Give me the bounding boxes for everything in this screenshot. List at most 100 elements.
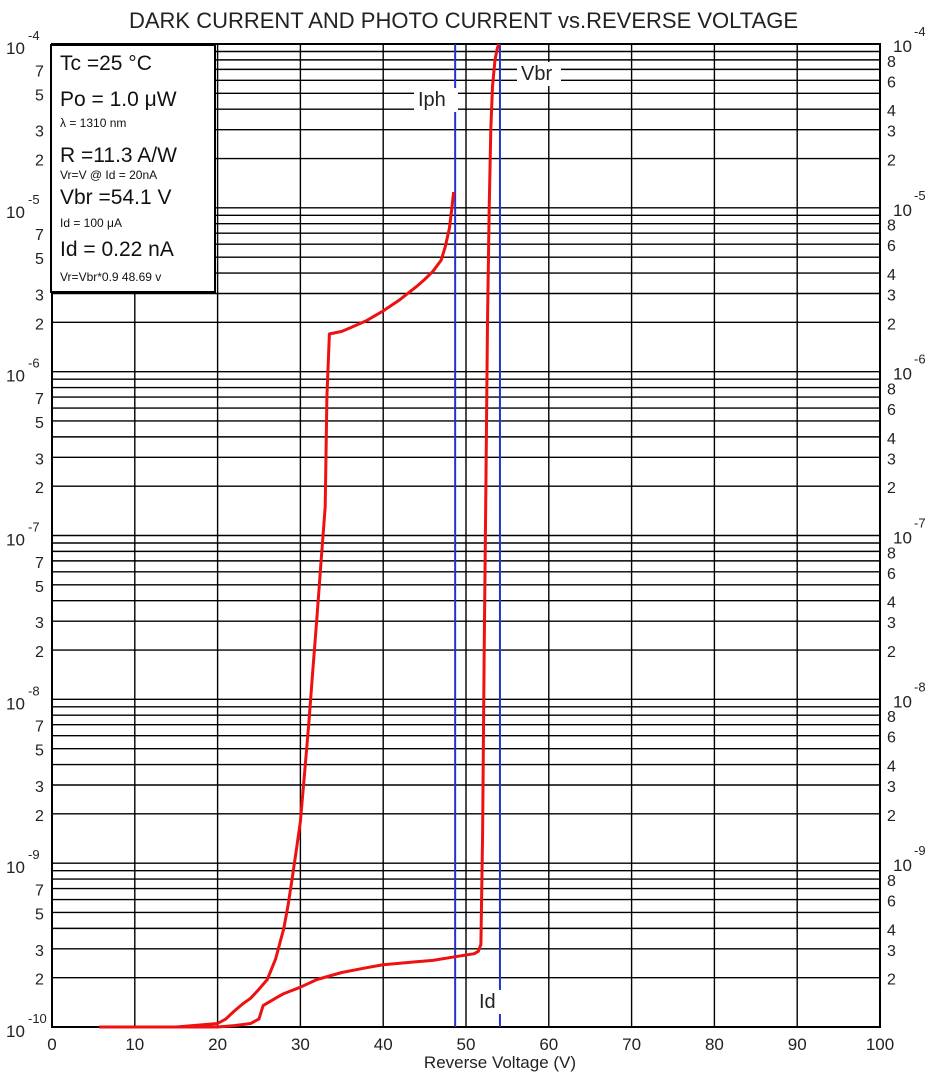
y-tick-exponent: -9	[28, 847, 40, 862]
y-right-tick-exponent: -6	[914, 352, 926, 367]
id-value: Id = 0.22 nA	[60, 238, 174, 261]
y-minor-label: 7	[35, 227, 44, 244]
y-right-minor-label: 4	[887, 103, 896, 120]
x-tick-label: 10	[125, 1035, 144, 1054]
lambda-value: λ = 1310 nm	[60, 116, 127, 130]
y-right-minor-label: 2	[887, 480, 896, 497]
y-right-minor-label: 3	[887, 615, 896, 632]
y-right-minor-label: 2	[887, 153, 896, 170]
y-minor-label: 7	[35, 63, 44, 80]
y-right-tick-exponent: -9	[914, 843, 926, 858]
y-right-minor-label: 6	[887, 894, 896, 911]
y-minor-label: 3	[35, 615, 44, 632]
id-condition: Vr=Vbr*0.9 48.69 v	[60, 270, 162, 284]
y-minor-label: 5	[35, 415, 44, 432]
y-minor-label: 5	[35, 906, 44, 923]
y-tick-label: 10	[6, 203, 25, 222]
y-right-minor-label: 4	[887, 922, 896, 939]
y-right-minor-label: 4	[887, 595, 896, 612]
y-tick-label: 10	[6, 1022, 25, 1041]
x-tick-label: 30	[291, 1035, 310, 1054]
marker-lines	[454, 44, 501, 1027]
x-axis-label: Reverse Voltage (V)	[423, 1053, 577, 1072]
y-tick-exponent: -6	[28, 356, 40, 371]
y-right-minor-label: 8	[887, 218, 896, 235]
x-tick-label: 50	[457, 1035, 476, 1054]
y-right-minor-label: 2	[887, 316, 896, 333]
x-tick-label: 60	[539, 1035, 558, 1054]
y-right-minor-label: 6	[887, 730, 896, 747]
y-right-tick-exponent: -5	[914, 188, 926, 203]
marker-label-vbr-bg	[517, 62, 561, 86]
x-tick-label: 0	[47, 1035, 56, 1054]
y-right-minor-label: 4	[887, 431, 896, 448]
marker-label-vbr: Vbr	[521, 63, 552, 85]
y-right-minor-label: 8	[887, 709, 896, 726]
series-label-id-bg	[475, 990, 507, 1014]
y-tick-label: 10	[6, 858, 25, 877]
po-value: Po = 1.0 μW	[60, 88, 177, 111]
responsivity-condition: Vr=V @ Id = 20nA	[60, 168, 158, 182]
chart-title: DARK CURRENT AND PHOTO CURRENT vs.REVERS…	[128, 8, 799, 33]
y-right-minor-label: 2	[887, 972, 896, 989]
y-minor-label: 7	[35, 555, 44, 572]
y-minor-label: 2	[35, 972, 44, 989]
y-minor-label: 2	[35, 644, 44, 661]
x-tick-label: 90	[788, 1035, 807, 1054]
y-minor-label: 3	[35, 124, 44, 141]
y-minor-label: 3	[35, 779, 44, 796]
series-label-iph-bg	[414, 88, 458, 112]
plot-frame	[51, 43, 881, 1028]
x-tick-label: 40	[374, 1035, 393, 1054]
x-tick-label: 100	[866, 1035, 894, 1054]
x-tick-label: 20	[208, 1035, 227, 1054]
y-right-tick-label: 10	[893, 529, 912, 548]
y-tick-exponent: -10	[28, 1011, 47, 1026]
x-axis-labels: 0 10 20 30 40 50 60 70 80 90 100	[47, 1035, 894, 1054]
y-minor-label: 5	[35, 743, 44, 760]
grid	[51, 43, 881, 1028]
y-right-tick-label: 10	[893, 856, 912, 875]
y-minor-label: 2	[35, 808, 44, 825]
y-right-tick-exponent: -8	[914, 679, 926, 694]
y-tick-exponent: -7	[28, 520, 40, 535]
y-minor-label: 7	[35, 391, 44, 408]
y-right-tick-exponent: -7	[914, 516, 926, 531]
y-right-minor-label: 4	[887, 759, 896, 776]
y-axis-right-labels: 10-410-510-610-710-810-98643286432864328…	[887, 24, 926, 989]
series-label-iph: Iph	[418, 89, 446, 111]
y-right-minor-label: 3	[887, 124, 896, 141]
y-right-minor-label: 8	[887, 54, 896, 71]
y-right-minor-label: 2	[887, 644, 896, 661]
y-right-minor-label: 3	[887, 943, 896, 960]
y-minor-label: 5	[35, 87, 44, 104]
y-tick-label: 10	[6, 367, 25, 386]
y-minor-label: 3	[35, 451, 44, 468]
y-minor-label: 7	[35, 883, 44, 900]
series-line-iph	[99, 191, 456, 1029]
y-axis-left-labels: 10-410-510-610-710-810-910-1075327532753…	[6, 28, 47, 1041]
y-tick-label: 10	[6, 531, 25, 550]
y-right-minor-label: 6	[887, 238, 896, 255]
y-minor-label: 2	[35, 480, 44, 497]
parameters-box: Tc =25 °C Po = 1.0 μW λ = 1310 nm R =11.…	[50, 44, 216, 293]
y-minor-label: 2	[35, 153, 44, 170]
y-tick-exponent: -8	[28, 683, 40, 698]
y-right-minor-label: 6	[887, 402, 896, 419]
y-tick-exponent: -5	[28, 192, 40, 207]
y-minor-label: 3	[35, 287, 44, 304]
y-right-tick-label: 10	[893, 692, 912, 711]
y-right-minor-label: 6	[887, 74, 896, 91]
y-tick-label: 10	[6, 39, 25, 58]
y-right-minor-label: 8	[887, 545, 896, 562]
y-right-minor-label: 2	[887, 808, 896, 825]
y-right-tick-label: 10	[893, 37, 912, 56]
vbr-value: Vbr =54.1 V	[60, 186, 172, 209]
series-line-id	[101, 43, 501, 1029]
y-right-tick-label: 10	[893, 365, 912, 384]
series-lines	[99, 43, 501, 1029]
y-minor-label: 3	[35, 943, 44, 960]
tc-value: Tc =25 °C	[60, 52, 152, 75]
vbr-condition: Id = 100 μA	[60, 216, 122, 230]
